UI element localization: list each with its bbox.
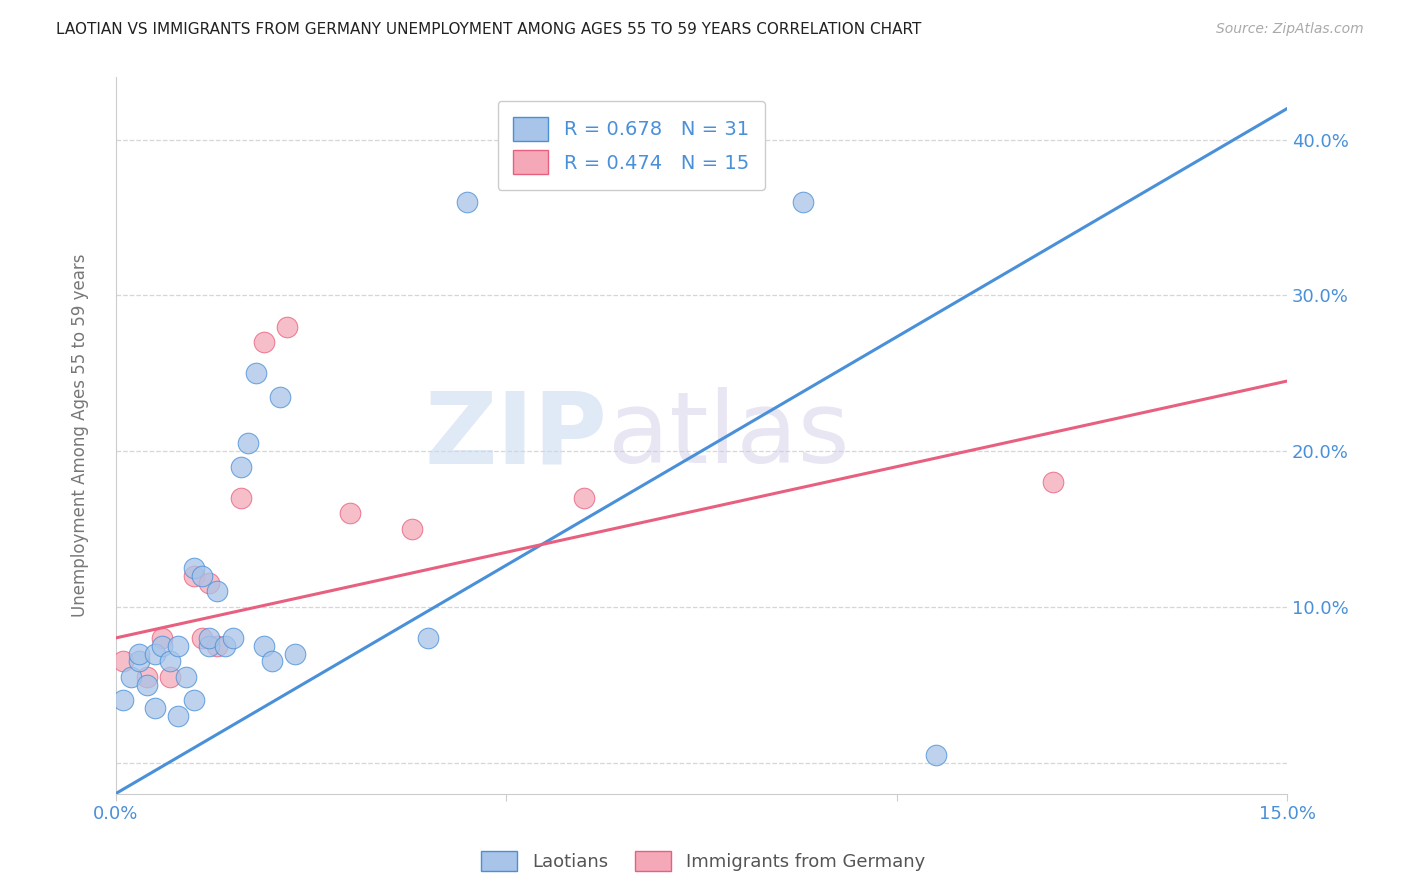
Text: Source: ZipAtlas.com: Source: ZipAtlas.com bbox=[1216, 22, 1364, 37]
Point bbox=[190, 568, 212, 582]
Point bbox=[198, 576, 221, 591]
Point bbox=[260, 654, 283, 668]
Point bbox=[924, 747, 946, 762]
Point bbox=[159, 654, 181, 668]
Point bbox=[152, 631, 174, 645]
Point bbox=[174, 670, 197, 684]
Point bbox=[135, 678, 157, 692]
Point bbox=[269, 390, 291, 404]
Point bbox=[159, 670, 181, 684]
Point bbox=[416, 631, 439, 645]
Point bbox=[205, 584, 228, 599]
Text: ZIP: ZIP bbox=[425, 387, 607, 484]
Point bbox=[120, 670, 142, 684]
Point bbox=[284, 647, 307, 661]
Point bbox=[183, 561, 205, 575]
Point bbox=[112, 693, 135, 707]
Point bbox=[143, 647, 166, 661]
Point bbox=[128, 654, 150, 668]
Point bbox=[198, 639, 221, 653]
Point bbox=[276, 319, 298, 334]
Point bbox=[245, 366, 267, 380]
Point bbox=[152, 639, 174, 653]
Point bbox=[253, 335, 276, 350]
Point bbox=[167, 708, 190, 723]
Point bbox=[143, 701, 166, 715]
Point bbox=[190, 631, 212, 645]
Point bbox=[128, 647, 150, 661]
Point bbox=[229, 491, 252, 505]
Point bbox=[183, 693, 205, 707]
Legend: R = 0.678   N = 31, R = 0.474   N = 15: R = 0.678 N = 31, R = 0.474 N = 15 bbox=[498, 102, 765, 190]
Text: atlas: atlas bbox=[607, 387, 849, 484]
Point bbox=[339, 507, 361, 521]
Point bbox=[198, 631, 221, 645]
Point bbox=[456, 194, 478, 209]
Point bbox=[205, 639, 228, 653]
Point bbox=[112, 654, 135, 668]
Point bbox=[135, 670, 157, 684]
Point bbox=[183, 568, 205, 582]
Point bbox=[214, 639, 236, 653]
Point bbox=[253, 639, 276, 653]
Legend: Laotians, Immigrants from Germany: Laotians, Immigrants from Germany bbox=[474, 844, 932, 879]
Point bbox=[792, 194, 814, 209]
Point bbox=[1042, 475, 1064, 490]
Point bbox=[574, 491, 596, 505]
Y-axis label: Unemployment Among Ages 55 to 59 years: Unemployment Among Ages 55 to 59 years bbox=[72, 254, 89, 617]
Text: LAOTIAN VS IMMIGRANTS FROM GERMANY UNEMPLOYMENT AMONG AGES 55 TO 59 YEARS CORREL: LAOTIAN VS IMMIGRANTS FROM GERMANY UNEMP… bbox=[56, 22, 921, 37]
Point bbox=[229, 459, 252, 474]
Point bbox=[222, 631, 245, 645]
Point bbox=[238, 436, 260, 450]
Point bbox=[401, 522, 423, 536]
Point bbox=[167, 639, 190, 653]
